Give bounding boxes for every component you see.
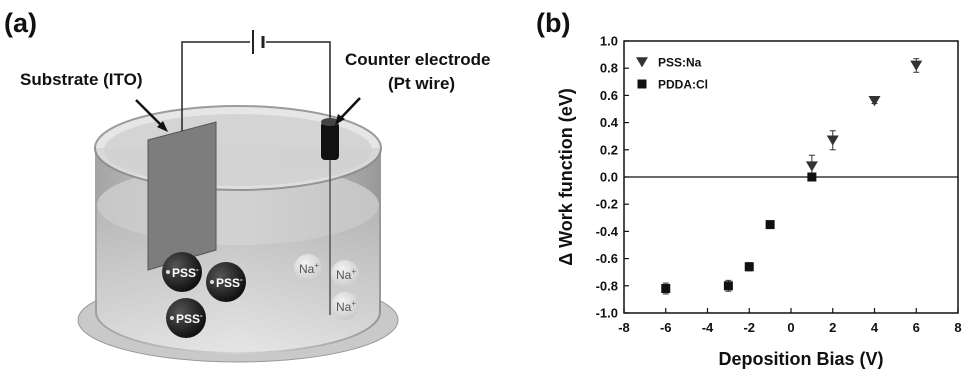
data-point-pdda-cl [661,284,671,294]
y-tick-label: -0.2 [596,197,618,212]
data-point-pss-na [868,96,881,107]
pss-label: PSS- [216,275,243,290]
legend-marker [636,57,648,68]
y-tick-label: 0.6 [600,88,618,103]
data-point-pdda-cl [807,172,817,182]
schematic-panel: (a) [4,8,491,363]
na-label: Na+ [336,299,357,314]
y-tick-label: -0.4 [596,224,619,239]
y-tick-label: 0.2 [600,142,618,157]
pss-ion [162,252,202,292]
na-ion [331,292,359,320]
y-tick-label: -0.8 [596,278,618,293]
data-point-pdda-cl [744,262,754,272]
legend-marker [637,79,647,89]
na-label: Na+ [299,261,320,276]
circuit-wire [181,41,250,122]
x-tick-label: -8 [618,320,630,335]
counter-electrode-label: Counter electrode [345,50,491,69]
y-tick-label: -0.6 [596,251,618,266]
chart-panel: (b) -1.0 -0.8 -0.6 -0.4 -0.2 0.0 0.2 0.4 0.6 0.8 1… [530,0,962,371]
data-point-pss-na [805,161,818,172]
na-label: Na+ [336,267,357,282]
y-tick-label: 0.0 [600,170,618,185]
pss-ion [206,262,246,302]
data-point-pdda-cl [723,281,733,291]
x-tick-label: 6 [913,320,920,335]
substrate-label: Substrate (ITO) [20,70,143,89]
x-tick-label: -2 [743,320,755,335]
x-tick-label: 0 [787,320,794,335]
y-tick-label: 0.4 [600,115,619,130]
na-ion [331,260,359,288]
substrate-plate [147,121,217,271]
pss-ion [166,298,206,338]
na-ion [294,254,322,282]
y-axis-label: Δ Work function (eV) [556,88,576,266]
work-function-chart: -1.0 -0.8 -0.6 -0.4 -0.2 0.0 0.2 0.4 0.6 0.8 1.0 -8… [556,34,962,370]
pss-label: PSS- [176,311,203,326]
data-point-pdda-cl [765,220,775,230]
panel-b-label: (b) [536,8,571,38]
legend-label: PSS:Na [658,56,702,70]
y-tick-label: -1.0 [596,306,618,321]
x-tick-label: -4 [702,320,714,335]
y-tick-label: 0.8 [600,61,618,76]
counter-electrode-sublabel: (Pt wire) [388,74,456,93]
data-point-pss-na [826,135,839,146]
counter-electrode [321,122,339,160]
panel-a-label: (a) [4,8,37,38]
x-tick-label: -6 [660,320,672,335]
data-point-pss-na [910,60,923,71]
x-tick-label: 8 [954,320,961,335]
x-tick-label: 2 [829,320,836,335]
y-tick-label: 1.0 [600,34,618,49]
legend-label: PDDA:Cl [658,78,708,92]
x-tick-label: 4 [871,320,879,335]
beaker-illustration [77,30,399,363]
x-axis-label: Deposition Bias (V) [718,349,883,369]
pss-label: PSS- [172,265,199,280]
